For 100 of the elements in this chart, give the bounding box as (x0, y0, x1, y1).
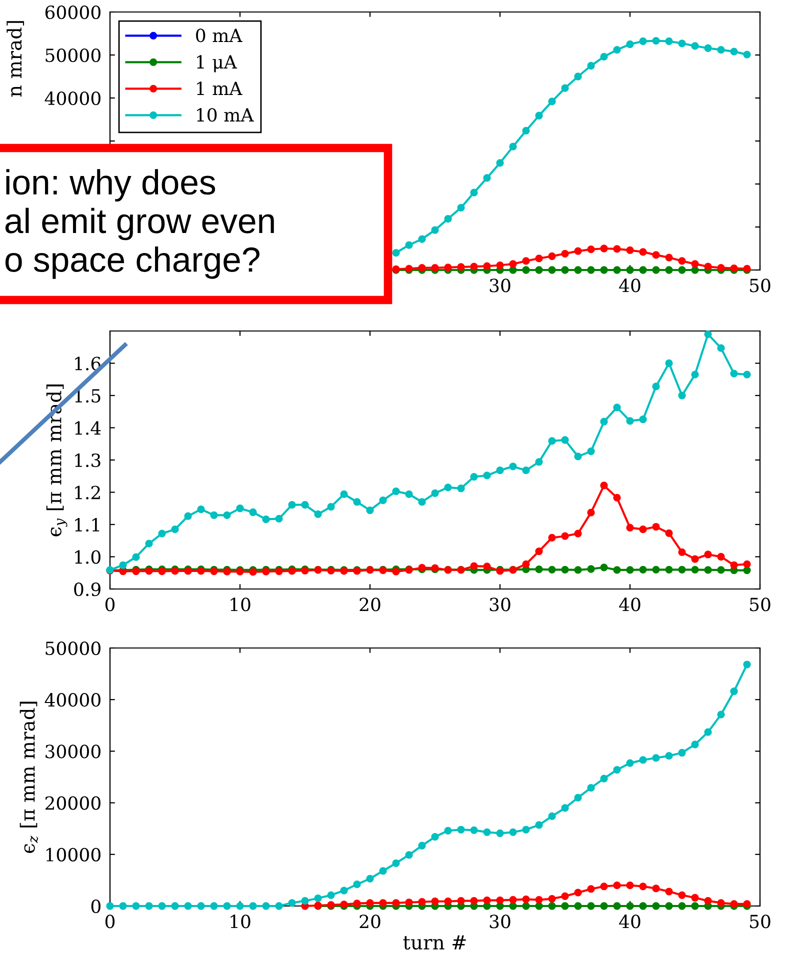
point (561, 804, 569, 812)
point (509, 902, 517, 910)
point (704, 566, 712, 574)
point (548, 437, 556, 445)
point (743, 370, 751, 378)
point (613, 566, 621, 574)
point (366, 899, 374, 907)
point (691, 740, 699, 748)
point (600, 482, 608, 490)
point (431, 833, 439, 841)
point (626, 246, 634, 254)
point (288, 899, 296, 907)
point (626, 882, 634, 890)
point (613, 494, 621, 502)
point (470, 897, 478, 905)
y-tick-label: 1.2 (75, 486, 100, 500)
point (691, 555, 699, 563)
legend-label: 1 μA (197, 55, 238, 72)
point (613, 404, 621, 412)
point (522, 266, 530, 274)
point (574, 530, 582, 538)
point (535, 254, 543, 262)
point (587, 246, 595, 254)
point (535, 821, 543, 829)
point (522, 560, 530, 568)
point (262, 902, 270, 910)
point (301, 897, 309, 905)
point (353, 880, 361, 888)
point (548, 252, 556, 260)
point (535, 896, 543, 904)
point (600, 52, 608, 61)
point (145, 902, 153, 910)
point (496, 896, 504, 904)
point (496, 829, 504, 838)
point (691, 260, 699, 268)
point (678, 748, 686, 757)
point (691, 42, 699, 50)
point (574, 888, 582, 896)
point (197, 902, 205, 910)
point (522, 902, 530, 910)
point (665, 254, 673, 262)
point (587, 885, 595, 893)
point (561, 84, 569, 92)
point (444, 264, 452, 272)
point (444, 484, 452, 492)
point (717, 710, 725, 718)
point (743, 50, 751, 58)
point (665, 566, 673, 574)
point (652, 902, 660, 910)
point (275, 902, 283, 910)
point (561, 532, 569, 540)
point (626, 759, 634, 767)
annotation: ion: why does al emit grow even o space charge? (5, 169, 274, 279)
point (561, 566, 569, 574)
point (639, 266, 647, 274)
point (574, 72, 582, 80)
point (509, 260, 517, 268)
point (613, 882, 621, 890)
point (158, 902, 166, 910)
y-tick-label: 1.3 (75, 453, 100, 468)
y-tick-label: 30000 (46, 744, 100, 758)
legend-label: 0 mA (196, 28, 242, 42)
point (405, 241, 413, 249)
y-tick-label: 1.0 (75, 550, 100, 564)
point (418, 842, 426, 850)
point (418, 898, 426, 906)
point (496, 159, 504, 167)
x-tick-label: 0 (105, 598, 115, 612)
point (704, 330, 712, 338)
point (691, 370, 699, 378)
point (639, 248, 647, 256)
point (548, 812, 556, 820)
point (392, 899, 400, 907)
point (652, 266, 660, 274)
point (184, 902, 192, 910)
y-axis-title: ϵ$_{z}$ [π mm mrad] (20, 702, 38, 854)
point (639, 902, 647, 910)
point (392, 248, 400, 257)
point (730, 688, 738, 696)
point (197, 506, 205, 514)
point (145, 540, 153, 548)
point (353, 900, 361, 908)
point (262, 516, 270, 524)
point (652, 884, 660, 892)
point (379, 867, 387, 875)
point (587, 784, 595, 792)
point (678, 392, 686, 400)
x-axis-title: turn # (403, 935, 466, 950)
x-tick-label: 40 (619, 914, 640, 928)
point (561, 266, 569, 274)
point (483, 896, 491, 904)
point (704, 550, 712, 558)
point (665, 266, 673, 274)
point (522, 126, 530, 134)
point (652, 754, 660, 762)
point (314, 510, 322, 518)
point (483, 562, 491, 570)
point (483, 262, 491, 270)
x-tick-label: 50 (750, 598, 770, 612)
point (574, 452, 582, 460)
